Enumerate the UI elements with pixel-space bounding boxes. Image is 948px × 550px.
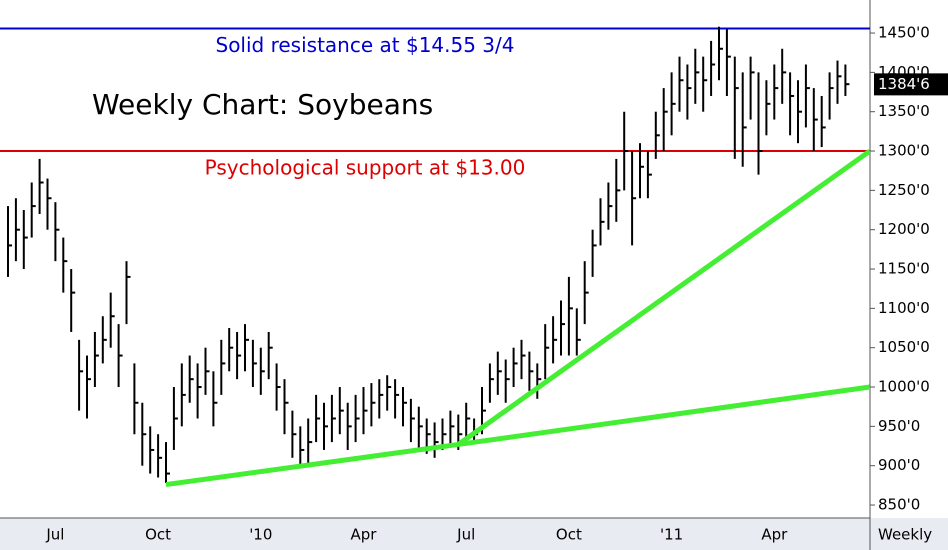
- x-axis-band: [0, 518, 948, 550]
- x-tick-label: Apr: [761, 526, 788, 544]
- x-tick-label: '11: [660, 526, 683, 544]
- x-axis-label: Weekly: [878, 526, 932, 544]
- y-tick-label: 1100'0: [878, 299, 930, 317]
- y-tick-label: 1450'0: [878, 24, 930, 42]
- y-tick-label: 1050'0: [878, 338, 930, 356]
- last-price-box: [874, 73, 948, 96]
- level-label: Psychological support at $13.00: [205, 156, 526, 180]
- y-tick-label: 1250'0: [878, 181, 930, 199]
- x-tick-label: Oct: [145, 526, 171, 544]
- y-tick-label: 1000'0: [878, 378, 930, 396]
- x-tick-label: Jul: [45, 526, 64, 544]
- y-tick-label: 1150'0: [878, 260, 930, 278]
- x-tick-label: '10: [249, 526, 272, 544]
- x-tick-label: Oct: [556, 526, 582, 544]
- last-price-label: 1384'6: [878, 75, 930, 93]
- y-tick-label: 1300'0: [878, 142, 930, 160]
- x-tick-label: Apr: [351, 526, 378, 544]
- y-tick-label: 950'0: [878, 417, 920, 435]
- y-tick-label: 900'0: [878, 456, 920, 474]
- chart-title: Weekly Chart: Soybeans: [92, 88, 433, 121]
- trend-line: [456, 148, 870, 447]
- y-tick-label: 1350'0: [878, 102, 930, 120]
- y-tick-label: 850'0: [878, 496, 920, 514]
- x-tick-label: Jul: [456, 526, 475, 544]
- level-label: Solid resistance at $14.55 3/4: [216, 33, 515, 57]
- y-tick-label: 1200'0: [878, 220, 930, 238]
